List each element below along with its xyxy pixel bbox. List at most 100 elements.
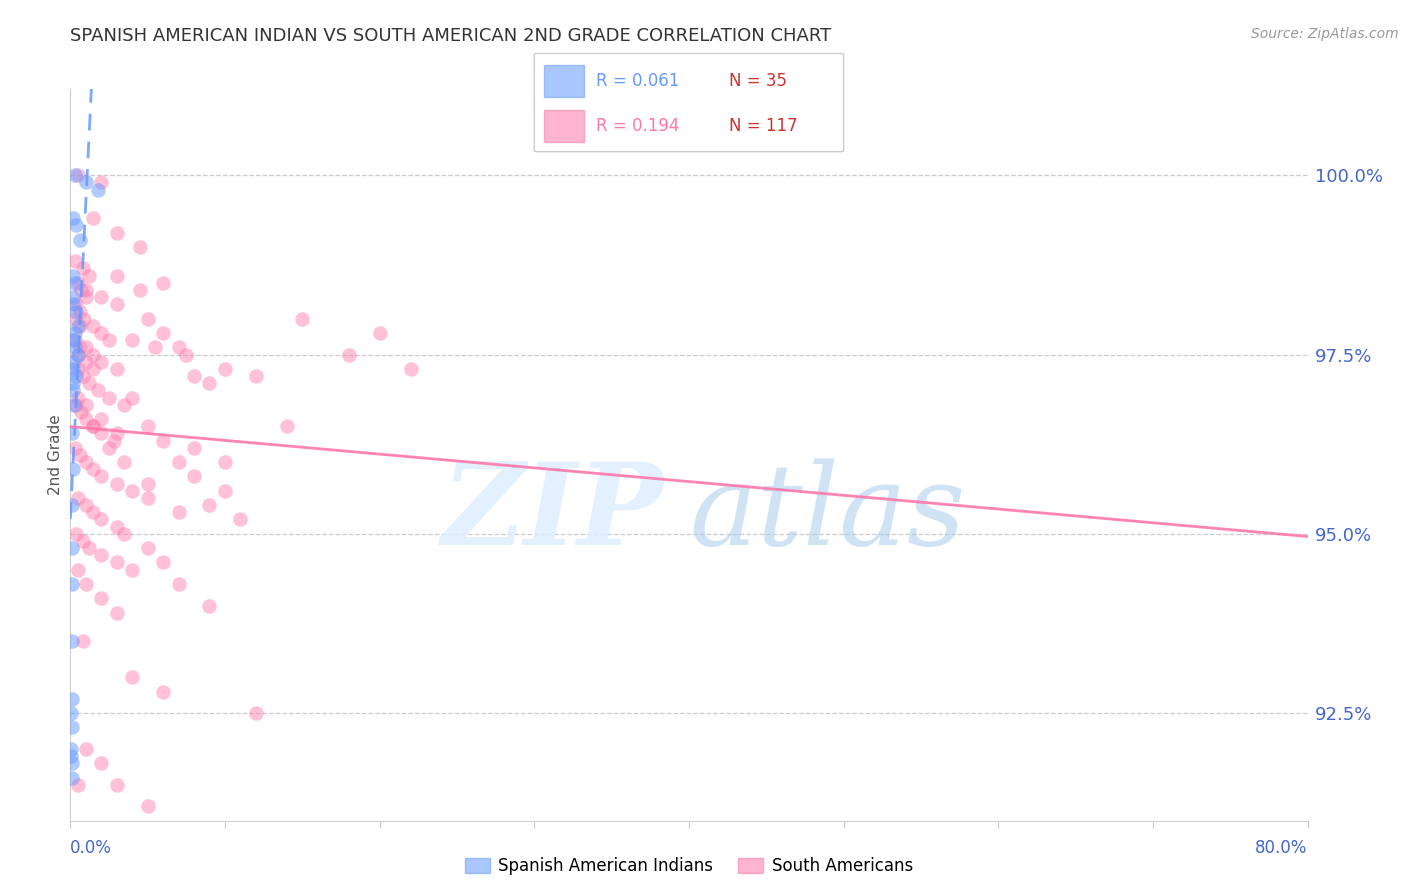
- Text: 80.0%: 80.0%: [1256, 838, 1308, 856]
- Point: [69, 448, 91, 462]
- Point: [69, 304, 91, 318]
- Point: [60, 691, 83, 706]
- Y-axis label: 2nd Grade: 2nd Grade: [48, 415, 63, 495]
- Point: [183, 441, 205, 455]
- Point: [67, 347, 90, 361]
- Point: [90, 426, 112, 441]
- Point: [63, 333, 86, 347]
- Point: [136, 491, 159, 505]
- Point: [136, 541, 159, 556]
- Point: [152, 556, 174, 570]
- Point: [62, 462, 84, 476]
- Point: [62, 268, 84, 283]
- Point: [90, 176, 112, 190]
- Point: [65, 219, 87, 233]
- Point: [129, 283, 152, 297]
- Point: [62, 333, 84, 347]
- Point: [82, 462, 105, 476]
- Point: [60, 634, 83, 648]
- Point: [114, 398, 135, 412]
- Point: [87, 384, 110, 398]
- Point: [67, 778, 90, 792]
- Point: [62, 384, 84, 398]
- Point: [63, 276, 86, 290]
- Point: [136, 799, 159, 814]
- Point: [98, 333, 120, 347]
- Point: [276, 419, 298, 434]
- Text: N = 117: N = 117: [730, 117, 797, 135]
- Point: [167, 505, 190, 519]
- Point: [105, 268, 128, 283]
- Point: [214, 362, 236, 376]
- Point: [121, 333, 143, 347]
- Point: [75, 340, 97, 354]
- Point: [67, 276, 90, 290]
- Point: [62, 362, 84, 376]
- Point: [60, 771, 83, 785]
- Point: [136, 476, 159, 491]
- Point: [72, 533, 94, 548]
- Point: [82, 347, 105, 361]
- Point: [214, 483, 236, 498]
- FancyBboxPatch shape: [534, 54, 844, 152]
- Point: [75, 283, 97, 297]
- Point: [121, 391, 143, 405]
- Text: ZIP: ZIP: [443, 458, 664, 569]
- Point: [67, 362, 90, 376]
- Text: SPANISH AMERICAN INDIAN VS SOUTH AMERICAN 2ND GRADE CORRELATION CHART: SPANISH AMERICAN INDIAN VS SOUTH AMERICA…: [70, 27, 831, 45]
- Point: [90, 512, 112, 526]
- Point: [60, 426, 83, 441]
- Point: [75, 577, 97, 591]
- Point: [152, 684, 174, 698]
- Point: [60, 756, 83, 771]
- Point: [368, 326, 391, 340]
- Point: [63, 441, 86, 455]
- Point: [65, 398, 87, 412]
- Point: [69, 318, 91, 333]
- Point: [63, 254, 86, 268]
- Point: [82, 211, 105, 226]
- Point: [60, 749, 83, 764]
- Point: [145, 340, 167, 354]
- Point: [114, 455, 135, 469]
- Point: [67, 563, 90, 577]
- Point: [75, 412, 97, 426]
- Text: atlas: atlas: [689, 458, 966, 569]
- Point: [70, 283, 93, 297]
- Point: [63, 340, 86, 354]
- Point: [75, 455, 97, 469]
- Point: [105, 426, 128, 441]
- Point: [65, 297, 87, 311]
- Point: [60, 498, 83, 512]
- Point: [152, 276, 174, 290]
- Point: [67, 491, 90, 505]
- Bar: [544, 65, 583, 96]
- Point: [70, 405, 93, 419]
- Point: [72, 369, 94, 384]
- Text: 0.0%: 0.0%: [70, 838, 112, 856]
- Legend: Spanish American Indians, South Americans: Spanish American Indians, South American…: [458, 850, 920, 882]
- Point: [90, 412, 112, 426]
- Point: [75, 290, 97, 304]
- Point: [63, 398, 86, 412]
- Text: R = 0.194: R = 0.194: [596, 117, 679, 135]
- Point: [77, 376, 100, 391]
- Point: [62, 290, 84, 304]
- Point: [82, 362, 105, 376]
- Point: [167, 340, 190, 354]
- Point: [245, 706, 267, 720]
- Point: [90, 326, 112, 340]
- Point: [60, 541, 83, 556]
- Point: [136, 419, 159, 434]
- Point: [198, 599, 221, 613]
- Point: [98, 441, 120, 455]
- Point: [65, 369, 87, 384]
- Point: [105, 606, 128, 620]
- Point: [77, 541, 100, 556]
- Point: [176, 347, 198, 361]
- Point: [60, 706, 83, 720]
- Point: [82, 318, 105, 333]
- Text: R = 0.061: R = 0.061: [596, 72, 679, 90]
- Point: [75, 498, 97, 512]
- Point: [72, 261, 94, 276]
